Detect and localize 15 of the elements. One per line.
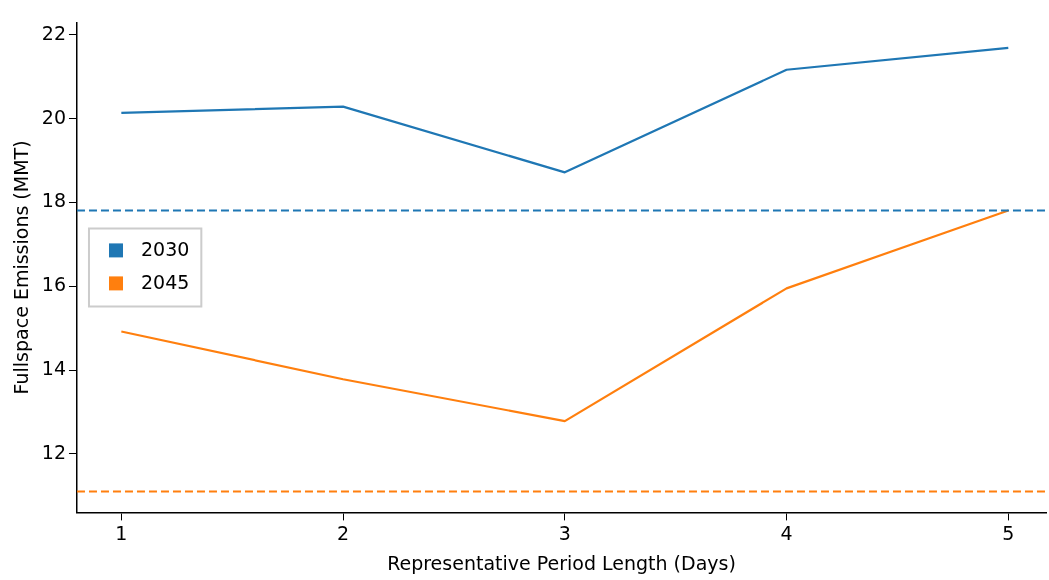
- y-tick-label: 12: [41, 440, 66, 463]
- x-tick-label: 3: [558, 521, 571, 544]
- y-tick-label: 22: [41, 21, 66, 44]
- y-tick-label: 16: [41, 273, 66, 296]
- y-tick-label: 18: [41, 189, 66, 212]
- y-axis-title: Fullspace Emissions (MMT): [10, 140, 33, 395]
- x-tick-label: 4: [780, 521, 793, 544]
- x-tick-label: 5: [1002, 521, 1015, 544]
- legend-label: 2045: [140, 271, 190, 294]
- legend-label: 2030: [140, 238, 190, 261]
- x-tick-label: 1: [115, 521, 128, 544]
- x-axis-title: Representative Period Length (Days): [387, 551, 736, 574]
- x-tick-label: 2: [337, 521, 350, 544]
- y-tick-label: 14: [41, 356, 66, 379]
- y-tick-label: 20: [41, 105, 66, 128]
